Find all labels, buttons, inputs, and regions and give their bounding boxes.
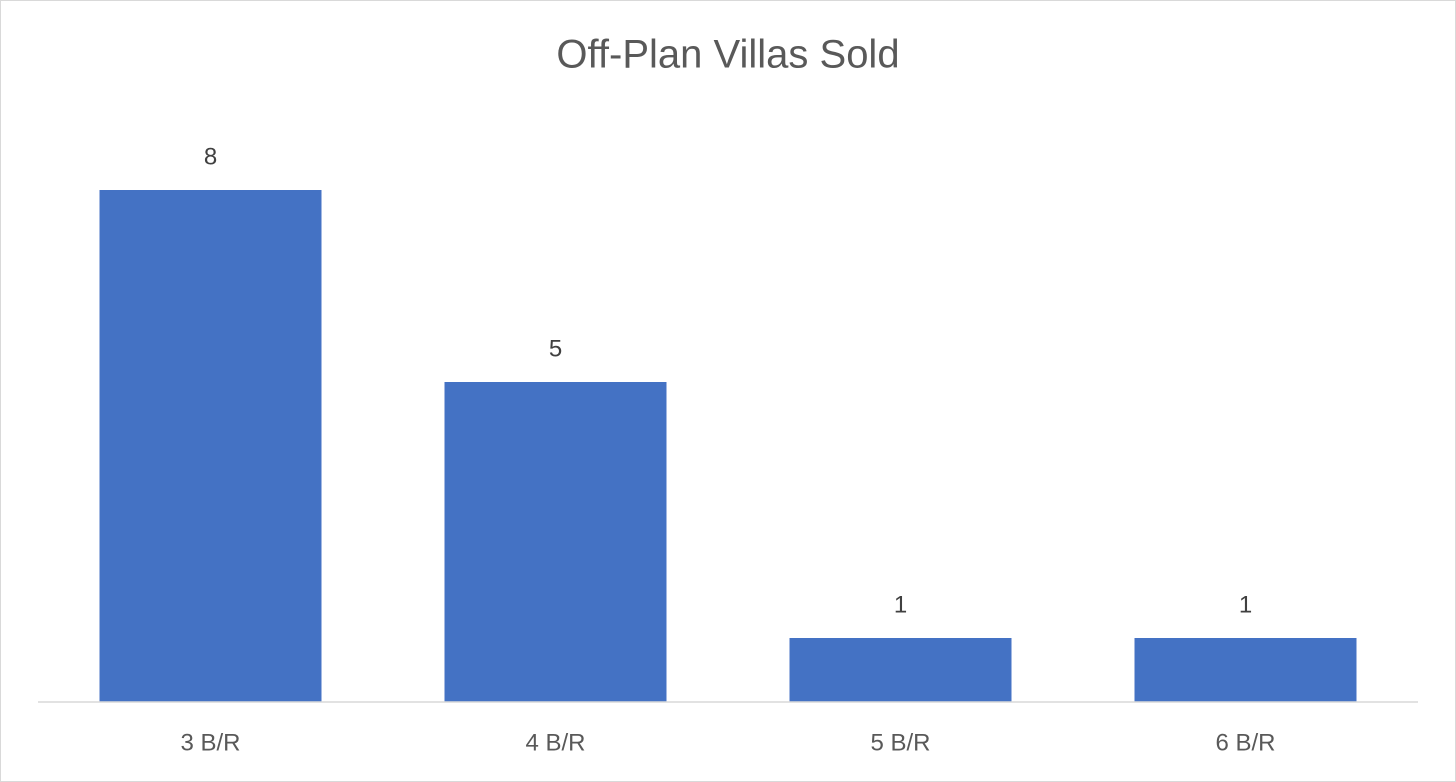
x-tick-label: 3 B/R (180, 729, 240, 756)
data-label: 1 (1239, 591, 1252, 618)
x-tick-label: 5 B/R (870, 729, 930, 756)
chart-title: Off-Plan Villas Sold (556, 33, 899, 77)
bar (444, 382, 667, 702)
x-tick-label: 4 B/R (525, 729, 585, 756)
data-label: 8 (204, 143, 217, 170)
x-tick-label: 6 B/R (1215, 729, 1275, 756)
data-label: 1 (894, 591, 907, 618)
data-label: 5 (549, 335, 562, 362)
bar (99, 190, 322, 702)
bar (1134, 638, 1357, 702)
bar (789, 638, 1012, 702)
